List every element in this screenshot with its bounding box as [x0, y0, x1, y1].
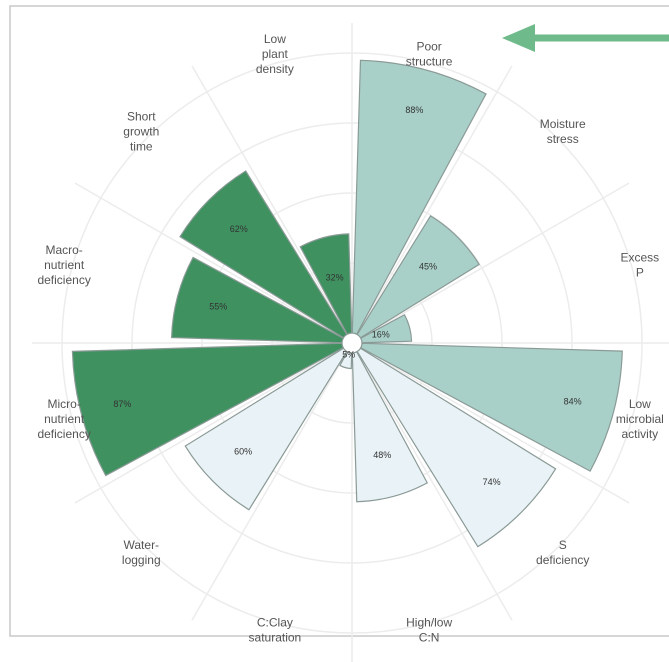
category-label: Excess P: [621, 251, 660, 280]
bar: [179, 170, 348, 339]
bar: [356, 347, 557, 548]
category-label: Water-logging: [122, 538, 161, 567]
value-label: 87%: [113, 399, 131, 409]
category-label: Low microbial activity: [616, 397, 664, 441]
bar: [339, 350, 353, 370]
arrow: [502, 24, 669, 52]
category-label: Short growth time: [123, 109, 159, 153]
bar: [299, 233, 353, 336]
bar: [359, 313, 413, 344]
grid-spoke: [351, 342, 513, 621]
grid-spoke: [191, 65, 353, 344]
grid-spoke: [351, 342, 630, 504]
grid-spoke: [351, 182, 630, 344]
category-label: Micro-nutrient deficiency: [37, 397, 90, 441]
grid: [32, 23, 669, 662]
bar: [359, 342, 623, 472]
value-label: 16%: [372, 330, 390, 340]
bar: [184, 347, 348, 511]
bar: [170, 256, 345, 344]
value-label: 88%: [405, 105, 423, 115]
category-label: C:Clay saturation: [249, 616, 302, 645]
value-label: 60%: [234, 446, 252, 456]
bar: [71, 342, 345, 477]
bar: [351, 59, 487, 336]
category-label: High/low C:N: [406, 616, 452, 645]
category-label: Poor structure: [406, 40, 453, 69]
grid-spoke: [191, 342, 353, 621]
grid-spoke: [351, 65, 513, 344]
value-label: 55%: [209, 302, 227, 312]
category-label: Moisture stress: [540, 117, 586, 146]
labels: 88% Poor structure 45% Moisture stress 16% Exce…: [37, 32, 663, 644]
value-label: 48%: [373, 450, 391, 460]
value-label: 74%: [483, 477, 501, 487]
category-label: Macro-nutrient deficiency: [37, 243, 90, 287]
value-label: 45%: [419, 261, 437, 271]
value-label: 5%: [342, 350, 355, 360]
bar: [351, 350, 429, 503]
bar: [356, 215, 480, 339]
value-label: 62%: [230, 224, 248, 234]
value-label: 84%: [564, 396, 582, 406]
category-label: Low plant density: [256, 32, 294, 76]
value-label: 32%: [326, 272, 344, 282]
grid-spoke: [74, 182, 353, 344]
grid-spoke: [74, 342, 353, 504]
bars: [71, 59, 623, 548]
